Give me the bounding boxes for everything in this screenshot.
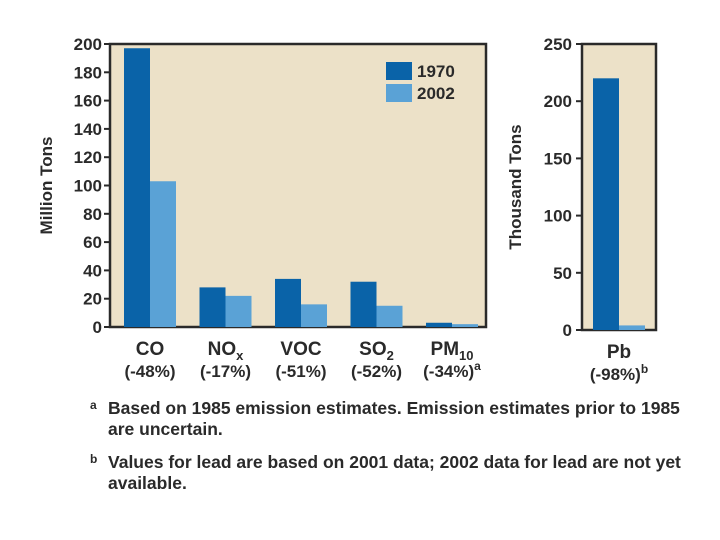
footnote-a-text: Based on 1985 emission estimates. Emissi…: [108, 398, 680, 439]
y-tick-label: 160: [74, 92, 102, 111]
bar-PM10-2002: [452, 324, 478, 327]
percent-change-label: (-52%): [351, 362, 402, 381]
percent-change-label: (-34%)a: [423, 359, 481, 381]
y-tick-label: 250: [544, 35, 572, 54]
y-tick-label: 50: [553, 264, 572, 283]
category-label: Pb: [607, 342, 631, 363]
bar-PM10-1970: [426, 322, 452, 327]
y-axis-label: Million Tons: [37, 137, 56, 235]
y-tick-label: 200: [74, 35, 102, 54]
bar-SO2-1970: [350, 281, 377, 327]
y-tick-label: 40: [83, 261, 102, 280]
percent-change-label: (-98%)b: [590, 362, 648, 384]
bar-NOx-1970: [199, 287, 226, 327]
category-label: VOC: [280, 339, 321, 360]
category-label: NOx: [208, 339, 245, 363]
chart-panel-main: 0 20 40 60 80 100 120 140 160 180 200 Million Tons C…: [37, 35, 488, 381]
y-tick-label: 0: [93, 318, 102, 337]
footnote-b-mark: b: [90, 452, 98, 466]
y-tick-label: 100: [544, 207, 572, 226]
y-axis-label: Thousand Tons: [506, 124, 525, 249]
percent-change-label: (-51%): [275, 362, 326, 381]
percent-change-label: (-17%): [200, 362, 251, 381]
footnote-a: a Based on 1985 emission estimates. Emis…: [86, 398, 706, 440]
y-tick-label: 150: [544, 149, 572, 168]
legend: 1970 2002: [386, 62, 455, 103]
y-tick-label: 120: [74, 148, 102, 167]
bar-CO-1970: [124, 48, 150, 328]
percent-change-label: (-48%): [124, 362, 175, 381]
legend-label-1970: 1970: [417, 62, 455, 81]
legend-label-2002: 2002: [417, 84, 455, 103]
bar-SO2-2002: [376, 305, 403, 327]
footnote-a-mark: a: [90, 398, 97, 412]
bar-VOC-1970: [275, 278, 301, 327]
category-label: PM10: [431, 339, 474, 363]
footnotes: a Based on 1985 emission estimates. Emis…: [86, 398, 706, 506]
y-tick-label: 20: [83, 290, 102, 309]
y-tick-label: 140: [74, 120, 102, 139]
chart-panel-lead: 0 50 100 150 200 250 Thousand Tons Pb(-98%)b: [506, 35, 658, 384]
bar-NOx-2002: [225, 295, 252, 327]
emissions-chart: 0 20 40 60 80 100 120 140 160 180 200 Million Tons C…: [37, 35, 658, 384]
footnote-b: b Values for lead are based on 2001 data…: [86, 452, 706, 494]
bar-Pb-1970: [593, 78, 619, 330]
y-tick-label: 100: [74, 177, 102, 196]
bar-CO-2002: [150, 181, 176, 327]
footnote-b-text: Values for lead are based on 2001 data; …: [108, 452, 681, 493]
legend-swatch-1970: [386, 62, 412, 80]
bar-Pb-2002: [619, 325, 645, 330]
y-tick-label: 0: [563, 321, 572, 340]
y-tick-label: 200: [544, 92, 572, 111]
y-tick-label: 80: [83, 205, 102, 224]
category-label: CO: [136, 339, 165, 360]
category-label: SO2: [359, 339, 394, 363]
bar-VOC-2002: [301, 304, 327, 327]
y-tick-label: 60: [83, 233, 102, 252]
legend-swatch-2002: [386, 84, 412, 102]
y-tick-label: 180: [74, 63, 102, 82]
